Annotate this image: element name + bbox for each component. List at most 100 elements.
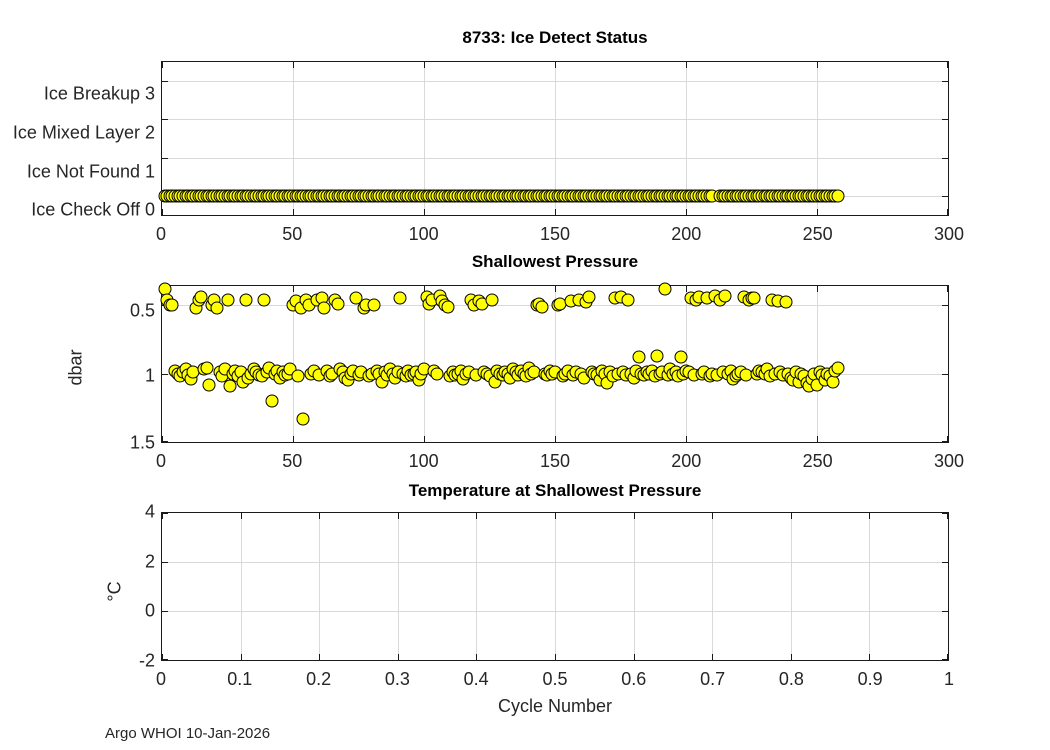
data-point-marker	[747, 291, 761, 305]
data-point-marker	[658, 282, 672, 296]
gridline-vertical	[424, 62, 425, 215]
gridline-vertical	[869, 513, 871, 660]
y-tick-mark-right	[942, 513, 948, 514]
panel-temperature-at-shallowest-pressure: Temperature at Shallowest Pressure °C 4 …	[0, 481, 1050, 716]
panel-ice-detect-status: 8733: Ice Detect Status Ice Breakup 3 Ic…	[0, 28, 1050, 244]
ytick-label-4: 4	[144, 501, 155, 522]
data-point-marker	[779, 295, 793, 309]
x-tick-mark-top	[293, 286, 294, 292]
ytick-label-1p5: 1.5	[129, 432, 155, 453]
x-tick-mark	[555, 436, 556, 442]
x-tick-mark	[319, 654, 321, 660]
data-point-marker	[831, 189, 845, 203]
x-tick-mark	[790, 654, 792, 660]
data-point-marker	[239, 293, 253, 307]
data-point-marker	[826, 375, 840, 389]
x-tick-mark-top	[633, 513, 635, 519]
x-tick-mark-top	[424, 62, 425, 68]
data-point-marker	[441, 300, 455, 314]
x-axis-label: Cycle Number	[497, 696, 613, 716]
data-point-marker	[430, 367, 444, 381]
data-point-marker	[632, 350, 646, 364]
xtick-label-0p4: 0.4	[463, 669, 489, 689]
xtick-label-0: 0	[155, 669, 167, 689]
panel-3-plot-area	[161, 512, 949, 661]
data-point-marker	[831, 361, 845, 375]
y-tick-mark-right	[942, 305, 948, 307]
gridline-vertical	[790, 513, 792, 660]
x-tick-mark-top	[162, 513, 163, 519]
x-tick-mark-top	[790, 513, 792, 519]
x-tick-mark-top	[817, 286, 818, 292]
y-tick-mark-right	[942, 659, 948, 660]
xtick-label-250: 250	[802, 451, 833, 471]
gridline-vertical	[555, 62, 556, 215]
ytick-label-neg2: -2	[138, 650, 155, 671]
x-tick-mark-top	[712, 513, 714, 519]
gridline-vertical	[555, 286, 556, 442]
x-tick-mark	[476, 654, 478, 660]
xtick-label-1: 1	[943, 669, 955, 689]
x-tick-mark-top	[947, 62, 948, 68]
panel-1-plot-area	[158, 61, 949, 216]
x-tick-mark-top	[555, 62, 556, 68]
xtick-label-100: 100	[408, 224, 439, 244]
gridline-horizontal	[162, 611, 948, 612]
y-tick-mark	[162, 373, 168, 375]
xtick-label-300: 300	[933, 224, 965, 244]
x-tick-mark	[686, 209, 687, 215]
xtick-label-50: 50	[282, 224, 303, 244]
y-tick-mark	[162, 119, 168, 121]
gridline-horizontal	[162, 157, 948, 159]
xtick-label-0p5: 0.5	[542, 669, 568, 689]
xtick-label-150: 150	[539, 451, 571, 471]
x-tick-mark	[869, 654, 871, 660]
gridline-vertical	[686, 62, 687, 215]
data-point-marker	[621, 293, 635, 307]
data-point-marker	[296, 412, 310, 426]
xtick-label-0p1: 0.1	[227, 669, 253, 689]
panel-1-title: 8733: Ice Detect Status	[462, 28, 648, 47]
y-tick-mark	[162, 611, 168, 612]
panel-2-ylabel: dbar	[65, 349, 86, 386]
x-tick-mark-top	[686, 286, 687, 292]
ytick-label-1: 1	[144, 365, 155, 386]
x-tick-mark	[162, 209, 163, 215]
x-tick-mark-top	[240, 513, 242, 519]
x-tick-mark-top	[476, 513, 478, 519]
data-point-marker	[485, 293, 499, 307]
x-tick-mark	[947, 209, 948, 215]
x-tick-mark-top	[817, 62, 818, 68]
xtick-label-0p6: 0.6	[621, 669, 647, 689]
y-tick-mark-right	[942, 119, 948, 121]
panel-1-ytick-labels: Ice Breakup 3 Ice Mixed Layer 2 Ice Not …	[0, 61, 155, 220]
ytick-label-2: 2	[144, 551, 155, 572]
x-tick-mark	[947, 436, 948, 442]
xtick-label-200: 200	[671, 451, 702, 471]
y-tick-mark-right	[942, 611, 948, 612]
gridline-vertical	[817, 62, 818, 215]
xtick-label-0p8: 0.8	[778, 669, 804, 689]
x-tick-mark-top	[947, 513, 948, 519]
gridline-horizontal	[162, 119, 948, 121]
data-point-marker	[535, 300, 549, 314]
ytick-label-1: Ice Not Found 1	[26, 161, 155, 182]
x-tick-mark	[686, 436, 687, 442]
x-tick-mark-top	[293, 62, 294, 68]
data-point-marker	[650, 349, 664, 363]
data-point-marker	[582, 290, 596, 304]
data-point-marker	[718, 289, 732, 303]
x-tick-mark	[162, 654, 163, 660]
ytick-label-3: Ice Breakup 3	[43, 83, 155, 104]
data-point-marker	[194, 290, 208, 304]
gridline-horizontal	[162, 81, 948, 83]
xtick-label-0: 0	[155, 451, 167, 471]
x-tick-mark-top	[397, 513, 399, 519]
ytick-label-0: 0	[144, 600, 155, 621]
x-tick-mark	[712, 654, 714, 660]
x-tick-mark	[293, 436, 294, 442]
footer-note: Argo WHOI 10-Jan-2026	[105, 725, 271, 742]
gridline-vertical	[293, 62, 294, 215]
xtick-label-250: 250	[802, 224, 833, 244]
